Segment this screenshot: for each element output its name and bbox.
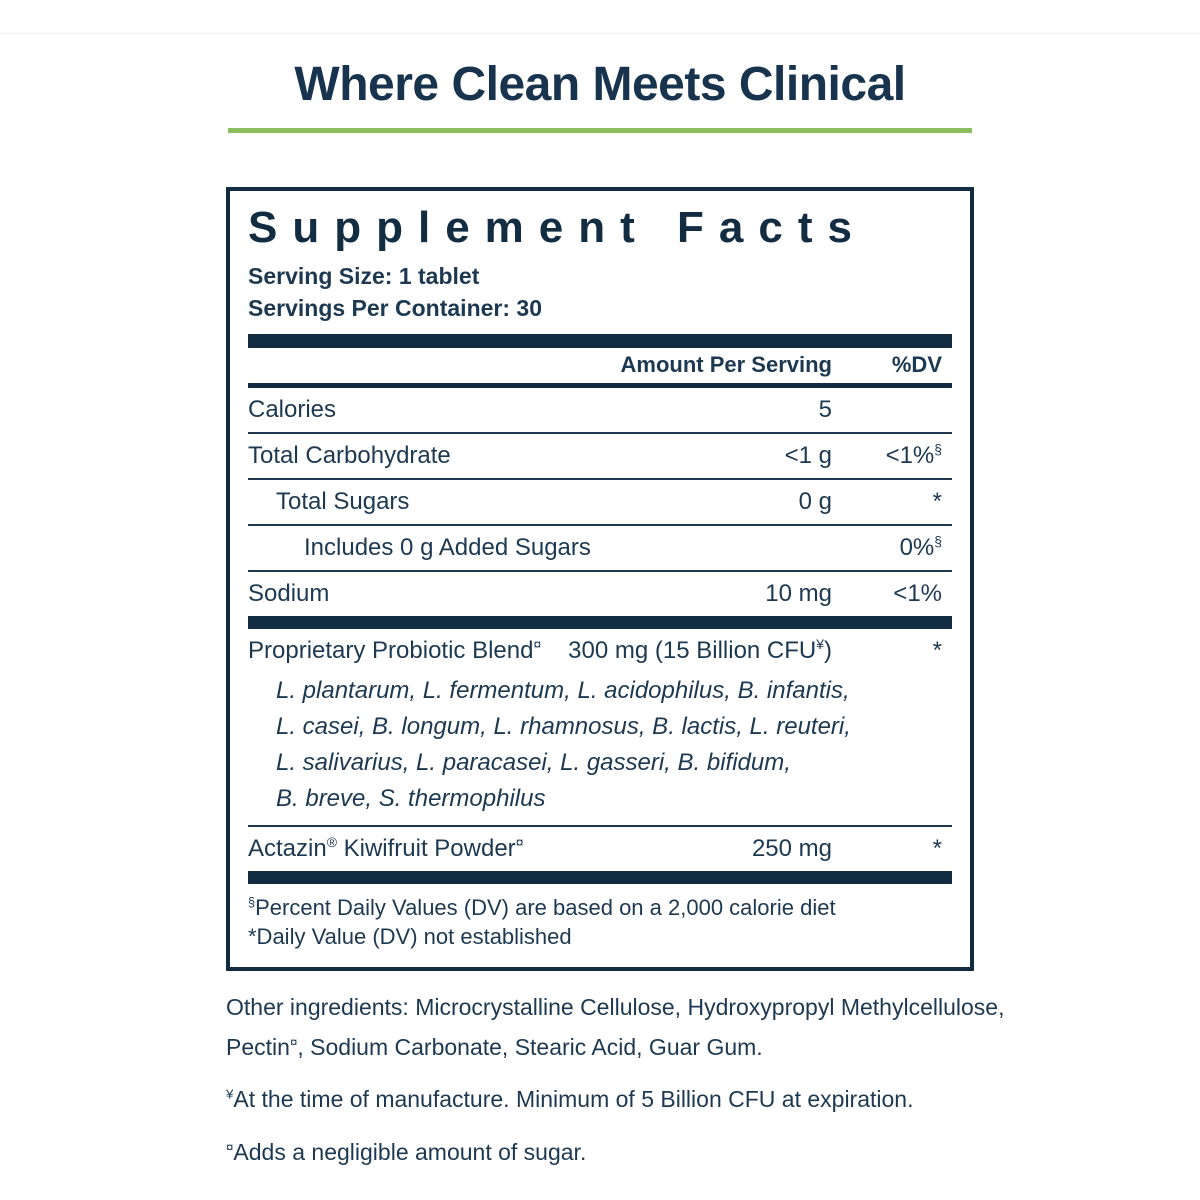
supplement-facts-panel: Supplement Facts Serving Size: 1 tablet … xyxy=(226,187,974,971)
separator-bar-top xyxy=(248,333,952,348)
row-dv: * xyxy=(932,487,942,515)
row-amount: 5 xyxy=(818,395,832,423)
row-divider xyxy=(248,477,952,480)
footnote-line: §Percent Daily Values (DV) are based on … xyxy=(248,894,836,920)
label-content: Where Clean Meets Clinical Supplement Fa… xyxy=(226,0,974,971)
panel-title: Supplement Facts xyxy=(248,203,867,253)
amount-per-serving-header: Amount Per Serving xyxy=(620,352,832,378)
page-title: Where Clean Meets Clinical xyxy=(294,58,906,111)
sugar-note: ¤Adds a negligible amount of sugar. xyxy=(226,1138,587,1165)
superscript-mark: § xyxy=(248,894,256,910)
superscript-mark: ® xyxy=(326,833,337,850)
superscript-mark: ¤ xyxy=(289,1034,298,1050)
row-amount: <1 g xyxy=(784,441,832,469)
row-divider xyxy=(248,569,952,572)
species-list: L. plantarum, L. fermentum, L. acidophil… xyxy=(248,673,952,825)
row-label: Total Carbohydrate xyxy=(248,441,451,469)
row-dv: <1%§ xyxy=(885,440,942,469)
superscript-mark: ¥ xyxy=(816,635,824,652)
bottom-notes: Other ingredients: Microcrystalline Cell… xyxy=(226,987,1038,1172)
separator-bar xyxy=(248,870,952,884)
panel-footnotes: §Percent Daily Values (DV) are based on … xyxy=(248,884,952,951)
separator-bar xyxy=(248,615,952,629)
row-label: Total Sugars xyxy=(276,487,410,515)
nutrient-row: Includes 0 g Added Sugars 0%§ xyxy=(248,526,952,570)
separator-bar-header xyxy=(248,382,952,388)
column-header-row: Amount Per Serving %DV xyxy=(248,348,952,383)
dv-header: %DV xyxy=(891,352,942,378)
serving-size: Serving Size: 1 tablet xyxy=(248,262,480,289)
nutrient-row: Calories 5 xyxy=(248,388,952,432)
nutrient-row: Proprietary Probiotic Blend¤ 300 mg (15 B… xyxy=(248,629,952,673)
species-line: L. plantarum, L. fermentum, L. acidophil… xyxy=(276,676,850,704)
row-dv: * xyxy=(932,636,942,664)
species-line: L. casei, B. longum, L. rhamnosus, B. la… xyxy=(276,712,851,740)
superscript-mark: § xyxy=(934,440,942,457)
row-divider xyxy=(248,824,952,827)
servings-per-container: Servings Per Container: 30 xyxy=(248,295,542,322)
superscript-mark: ¥ xyxy=(226,1086,234,1102)
nutrient-row: Actazin® Kiwifruit Powder¤ 250 mg * xyxy=(248,827,952,871)
row-amount: 300 mg (15 Billion CFU¥) xyxy=(568,635,832,664)
card-top-edge xyxy=(0,33,1200,34)
species-line: B. breve, S. thermophilus xyxy=(276,784,546,812)
nutrient-row: Sodium 10 mg <1% xyxy=(248,572,952,616)
green-divider xyxy=(228,128,972,134)
row-divider xyxy=(248,431,952,434)
other-ingredients-note: Other ingredients: Microcrystalline Cell… xyxy=(226,993,1005,1061)
row-label: Sodium xyxy=(248,579,330,607)
row-dv: 0%§ xyxy=(899,532,942,561)
row-amount: 250 mg xyxy=(751,834,832,862)
row-dv: * xyxy=(932,834,942,862)
superscript-mark: § xyxy=(934,532,942,549)
row-amount: 10 mg xyxy=(765,579,832,607)
nutrient-row: Total Sugars 0 g * xyxy=(248,480,952,524)
manufacture-note: ¥At the time of manufacture. Minimum of … xyxy=(226,1086,914,1113)
nutrient-rows: Calories 5 Total Carbohydrate <1 g <1%§ Total… xyxy=(248,388,952,884)
row-label: Proprietary Probiotic Blend¤ xyxy=(248,635,542,664)
species-line: L. salivarius, L. paracasei, L. gasseri,… xyxy=(276,748,791,776)
footnote-line: *Daily Value (DV) not established xyxy=(248,923,572,949)
row-dv: <1% xyxy=(893,579,942,607)
row-amount: 0 g xyxy=(798,487,832,515)
nutrient-row: Total Carbohydrate <1 g <1%§ xyxy=(248,434,952,478)
row-label: Includes 0 g Added Sugars xyxy=(304,533,591,561)
superscript-mark: ¤ xyxy=(226,1139,234,1155)
row-label: Actazin® Kiwifruit Powder¤ xyxy=(248,833,524,862)
row-divider xyxy=(248,523,952,526)
superscript-mark: ¤ xyxy=(533,635,542,652)
superscript-mark: ¤ xyxy=(515,833,524,850)
row-label: Calories xyxy=(248,395,337,423)
